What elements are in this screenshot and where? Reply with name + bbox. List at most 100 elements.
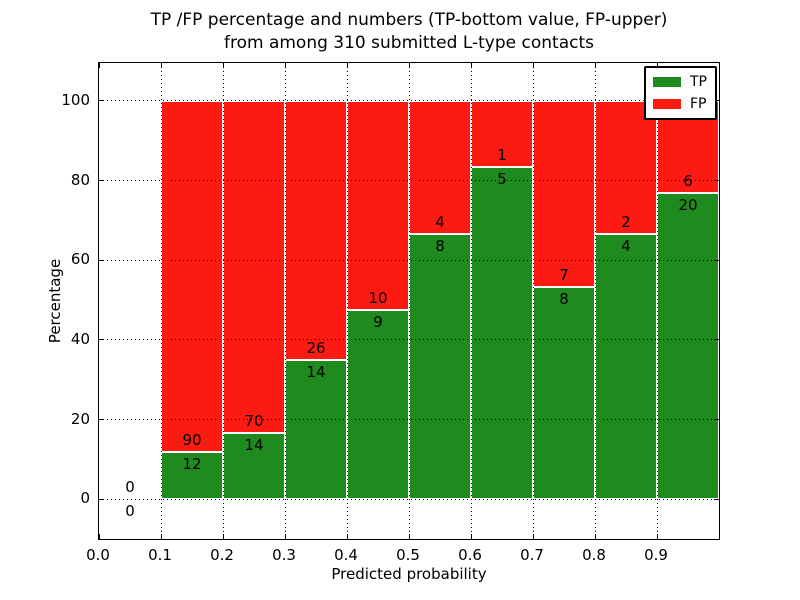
x-tick-label: 0.7	[520, 546, 544, 564]
x-tick-mark	[284, 534, 286, 539]
fp-bar-segment	[533, 100, 595, 287]
fp-bar-segment	[161, 100, 223, 453]
fp-count-label: 10	[368, 289, 388, 308]
tp-count-label: 14	[306, 362, 326, 381]
x-tick-label: 0.0	[86, 546, 110, 564]
x-gridline	[284, 63, 286, 539]
legend-label: TP	[690, 74, 707, 90]
tp-bar-segment	[409, 233, 471, 500]
fp-count-label: 2	[621, 212, 631, 231]
fp-count-label: 26	[306, 338, 326, 357]
x-tick-mark	[408, 534, 410, 539]
fp-bar-segment	[347, 100, 409, 311]
x-gridline	[594, 63, 596, 539]
chart-title-line2: from among 310 submitted L-type contacts	[223, 33, 594, 53]
y-tick-mark	[99, 100, 104, 102]
tp-count-label: 14	[244, 435, 264, 454]
y-tick-label: 60	[70, 250, 90, 269]
y-gridline	[99, 498, 719, 500]
y-tick-label: 20	[70, 409, 90, 428]
y-gridline	[99, 180, 719, 181]
y-gridline	[99, 100, 719, 102]
legend-entry: TP	[653, 71, 707, 93]
y-gridline	[99, 419, 719, 420]
x-tick-label: 0.2	[210, 546, 234, 564]
tp-count-label: 0	[125, 502, 135, 521]
y-tick-mark	[99, 498, 104, 500]
x-tick-label: 0.8	[582, 546, 606, 564]
x-tick-mark	[160, 63, 162, 68]
x-tick-mark	[594, 63, 596, 68]
x-gridline	[222, 63, 224, 539]
fp-legend-swatch	[653, 99, 681, 109]
tp-count-label: 8	[435, 236, 445, 255]
x-tick-mark	[222, 63, 224, 68]
tp-bar-segment	[223, 432, 285, 500]
x-axis-label: Predicted probability	[331, 565, 487, 583]
fp-bar-segment	[223, 100, 285, 433]
x-gridline	[470, 63, 472, 539]
x-gridline	[656, 63, 658, 539]
tp-count-label: 12	[182, 455, 202, 474]
x-gridline	[346, 63, 348, 539]
x-tick-mark	[470, 534, 472, 539]
tp-bar-segment	[595, 233, 657, 500]
tp-count-label: 20	[678, 195, 698, 214]
y-tick-mark	[714, 419, 719, 420]
tp-bar-segment	[471, 167, 533, 500]
y-gridline	[99, 259, 719, 261]
x-tick-mark	[160, 534, 162, 539]
x-tick-mark	[222, 534, 224, 539]
tp-bar-segment	[161, 452, 223, 500]
y-gridline	[99, 339, 719, 341]
fp-count-label: 4	[435, 212, 445, 231]
x-tick-mark	[656, 534, 658, 539]
plot-area: TP FP 0 0 90 12 70 14 26 14 10 9 4 8 1 5 7 8 2 4 6 20	[98, 62, 720, 540]
fp-bar-segment	[409, 100, 471, 234]
x-tick-mark	[470, 63, 472, 68]
y-tick-mark	[99, 259, 104, 261]
tp-bar-segment	[657, 192, 719, 500]
x-tick-label: 0.1	[148, 546, 172, 564]
legend-label: FP	[690, 96, 707, 112]
x-tick-mark	[408, 63, 410, 68]
tp-count-label: 8	[559, 289, 569, 308]
fp-count-label: 1	[497, 146, 507, 165]
y-tick-mark	[714, 498, 719, 500]
x-gridline	[160, 63, 162, 539]
y-tick-label: 40	[70, 329, 90, 348]
chart-title: TP /FP percentage and numbers (TP-bottom…	[98, 9, 720, 55]
fp-count-label: 6	[683, 171, 693, 190]
fp-bar-segment	[471, 100, 533, 168]
y-tick-mark	[714, 180, 719, 181]
x-tick-mark	[656, 63, 658, 68]
fp-count-label: 0	[125, 478, 135, 497]
x-tick-label: 0.9	[644, 546, 668, 564]
tp-count-label: 5	[497, 170, 507, 189]
x-tick-mark	[346, 534, 348, 539]
fp-count-label: 7	[559, 265, 569, 284]
y-tick-label: 0	[80, 489, 90, 508]
y-tick-label: 100	[61, 90, 90, 109]
x-tick-label: 0.5	[396, 546, 420, 564]
tp-bar-segment	[285, 359, 347, 500]
x-tick-label: 0.3	[272, 546, 296, 564]
chart-title-line1: TP /FP percentage and numbers (TP-bottom…	[150, 10, 668, 30]
x-tick-mark	[532, 534, 534, 539]
fp-count-label: 90	[182, 431, 202, 450]
tp-count-label: 9	[373, 313, 383, 332]
legend-entry: FP	[653, 93, 707, 115]
y-tick-mark	[99, 339, 104, 341]
y-tick-mark	[99, 180, 104, 181]
fp-count-label: 70	[244, 411, 264, 430]
x-gridline	[532, 63, 534, 539]
y-tick-mark	[99, 419, 104, 420]
y-tick-mark	[714, 339, 719, 341]
x-tick-mark	[532, 63, 534, 68]
x-tick-label: 0.6	[458, 546, 482, 564]
x-tick-mark	[284, 63, 286, 68]
y-tick-label: 80	[70, 170, 90, 189]
x-tick-label: 0.4	[334, 546, 358, 564]
y-tick-mark	[714, 259, 719, 261]
